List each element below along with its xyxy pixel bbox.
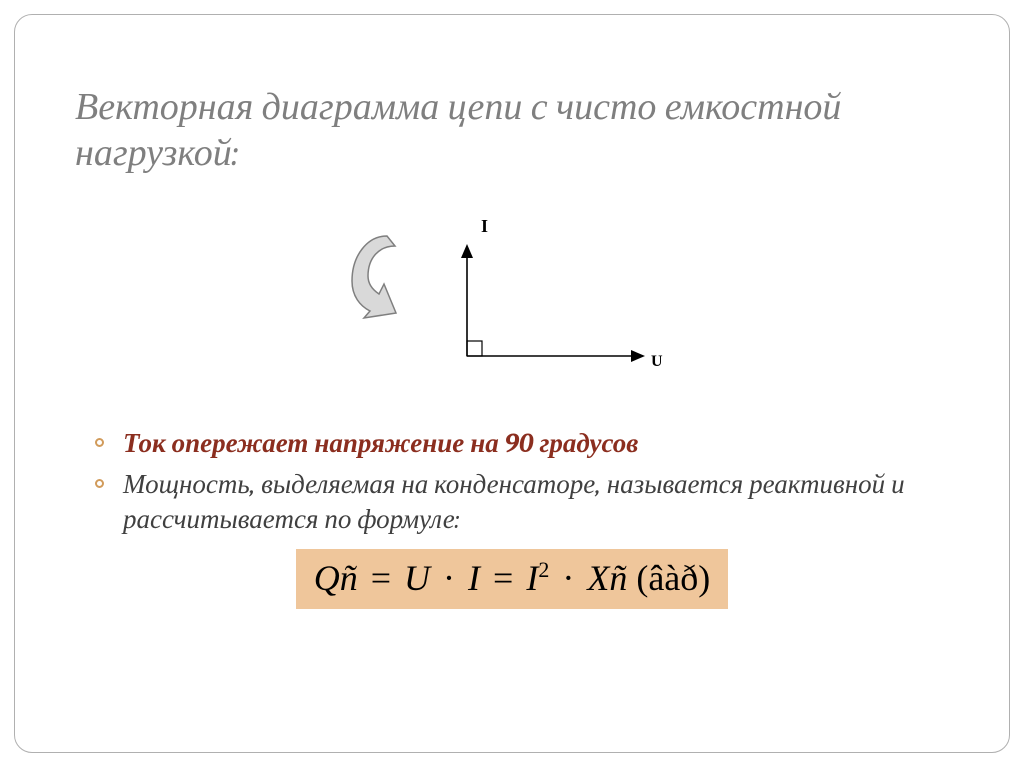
slide-title: Векторная диаграмма цепи с чисто емкостн…: [75, 85, 949, 176]
label-I: I: [481, 216, 488, 236]
bullet-item: Ток опережает напряжение на 90 градусов: [95, 426, 949, 461]
bullet-text: Ток опережает напряжение на 90 градусов: [123, 428, 638, 459]
right-angle-marker: [467, 341, 482, 356]
slide-frame: Векторная диаграмма цепи с чисто емкостн…: [14, 14, 1010, 753]
formula-dot: ·: [430, 558, 468, 598]
formula-I: I: [526, 558, 538, 598]
formula-I: I: [468, 558, 480, 598]
formula-U: U: [404, 558, 430, 598]
bullet-list: Ток опережает напряжение на 90 градусов …: [95, 426, 949, 537]
formula-sub: ñ: [609, 558, 627, 598]
formula-X: X: [587, 558, 609, 598]
formula-Q: Q: [314, 558, 340, 598]
vector-I: [461, 244, 473, 356]
formula-eq: =: [480, 558, 526, 598]
label-U: U: [651, 353, 663, 370]
formula-space: [627, 558, 636, 598]
bullet-item: Мощность, выделяемая на конденсаторе, на…: [95, 467, 949, 537]
rotation-arrow-icon: [352, 236, 396, 318]
formula-sub: ñ: [340, 558, 358, 598]
formula-dot: ·: [549, 558, 587, 598]
formula-container: Qñ = U · I = I2 · Xñ (âàð): [75, 549, 949, 608]
formula-unit: (âàð): [636, 558, 710, 598]
vector-diagram: I U: [75, 206, 949, 396]
bullet-text: Мощность, выделяемая на конденсаторе, на…: [123, 469, 905, 535]
vector-U: [467, 350, 645, 362]
formula-exp: 2: [538, 557, 549, 582]
formula-eq: =: [358, 558, 404, 598]
formula: Qñ = U · I = I2 · Xñ (âàð): [296, 549, 729, 608]
